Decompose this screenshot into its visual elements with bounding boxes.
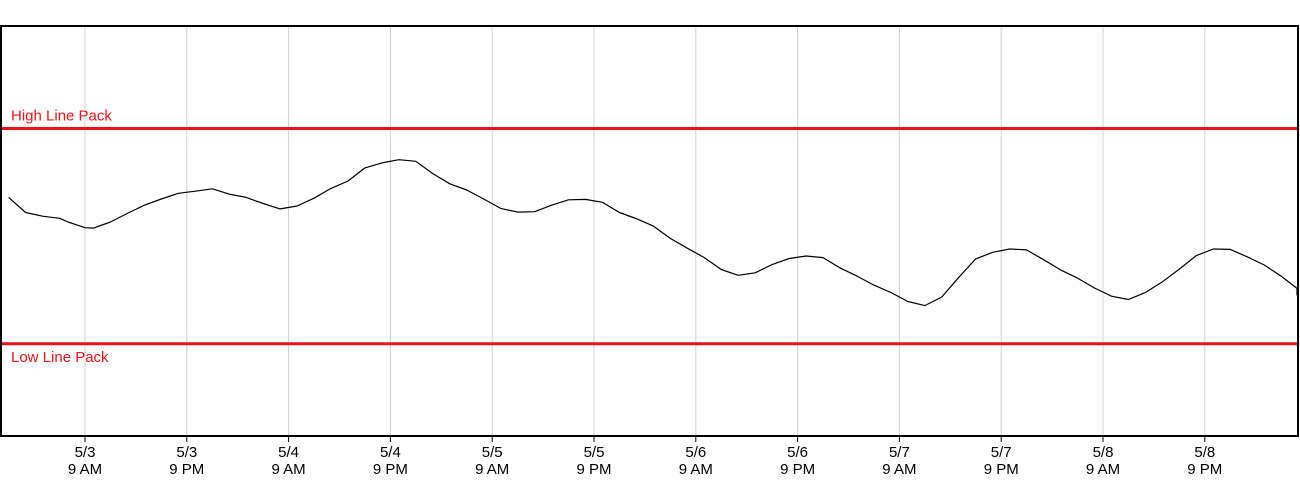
x-tick-label-date: 5/6	[685, 444, 706, 461]
x-tick-label-date: 5/5	[584, 444, 605, 461]
x-tick-label-time: 9 PM	[373, 461, 408, 478]
x-tick-label-time: 9 AM	[1086, 461, 1120, 478]
x-tick-label-time: 9 AM	[882, 461, 916, 478]
reference-line-label: Low Line Pack	[11, 349, 109, 366]
x-tick-label-date: 5/8	[1093, 444, 1114, 461]
x-tick-label-time: 9 AM	[679, 461, 713, 478]
x-tick-label-time: 9 PM	[169, 461, 204, 478]
x-tick-label-time: 9 PM	[984, 461, 1019, 478]
vertical-gridlines	[84, 27, 1206, 435]
x-tick-label-date: 5/4	[380, 444, 401, 461]
x-tick-label-time: 9 PM	[576, 461, 611, 478]
x-axis-ticks: 5/39 AM5/39 PM5/49 AM5/49 PM5/59 AM5/59 …	[68, 436, 1222, 478]
x-tick-label-date: 5/4	[278, 444, 299, 461]
x-tick-label-date: 5/6	[787, 444, 808, 461]
plot-area	[0, 25, 1299, 437]
reference-line-label: High Line Pack	[11, 108, 112, 125]
x-tick-label-time: 9 PM	[780, 461, 815, 478]
x-tick-label-time: 9 PM	[1187, 461, 1222, 478]
series-line	[8, 159, 1298, 307]
x-tick-label-date: 5/7	[991, 444, 1012, 461]
series-lines	[8, 159, 1298, 307]
x-tick-label-time: 9 AM	[475, 461, 509, 478]
x-tick-label-date: 5/7	[889, 444, 910, 461]
x-tick-label-date: 5/8	[1194, 444, 1215, 461]
x-tick-label-date: 5/3	[176, 444, 197, 461]
reference-lines: High Line Pack Low Line Pack	[2, 108, 1297, 366]
x-tick-label-time: 9 AM	[68, 461, 102, 478]
x-tick-label-time: 9 AM	[272, 461, 306, 478]
x-tick-label-date: 5/3	[75, 444, 96, 461]
x-tick-label-date: 5/5	[482, 444, 503, 461]
